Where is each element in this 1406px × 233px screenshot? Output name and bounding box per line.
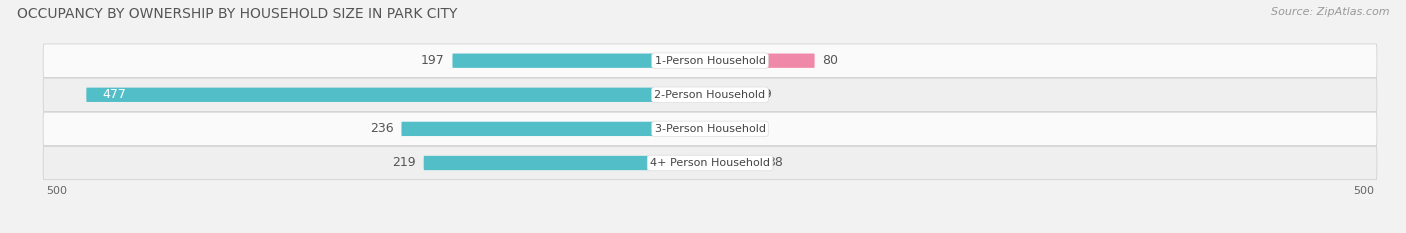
Text: 4+ Person Household: 4+ Person Household <box>650 158 770 168</box>
Text: 3-Person Household: 3-Person Household <box>655 124 765 134</box>
FancyBboxPatch shape <box>44 44 1376 77</box>
FancyBboxPatch shape <box>710 156 759 170</box>
Text: 477: 477 <box>103 88 127 101</box>
Text: OCCUPANCY BY OWNERSHIP BY HOUSEHOLD SIZE IN PARK CITY: OCCUPANCY BY OWNERSHIP BY HOUSEHOLD SIZE… <box>17 7 457 21</box>
Text: 38: 38 <box>768 157 783 169</box>
FancyBboxPatch shape <box>710 54 814 68</box>
FancyBboxPatch shape <box>44 146 1376 180</box>
FancyBboxPatch shape <box>453 54 710 68</box>
Text: 2-Person Household: 2-Person Household <box>654 90 766 100</box>
FancyBboxPatch shape <box>710 122 733 136</box>
Text: Source: ZipAtlas.com: Source: ZipAtlas.com <box>1271 7 1389 17</box>
Text: 1-Person Household: 1-Person Household <box>655 56 765 66</box>
Text: 236: 236 <box>370 122 394 135</box>
FancyBboxPatch shape <box>86 88 710 102</box>
Text: 219: 219 <box>392 157 416 169</box>
Text: 197: 197 <box>420 54 444 67</box>
FancyBboxPatch shape <box>710 88 748 102</box>
FancyBboxPatch shape <box>423 156 710 170</box>
Text: 29: 29 <box>756 88 772 101</box>
Text: 17: 17 <box>740 122 756 135</box>
Text: 80: 80 <box>823 54 838 67</box>
FancyBboxPatch shape <box>44 112 1376 146</box>
FancyBboxPatch shape <box>402 122 710 136</box>
FancyBboxPatch shape <box>44 78 1376 112</box>
